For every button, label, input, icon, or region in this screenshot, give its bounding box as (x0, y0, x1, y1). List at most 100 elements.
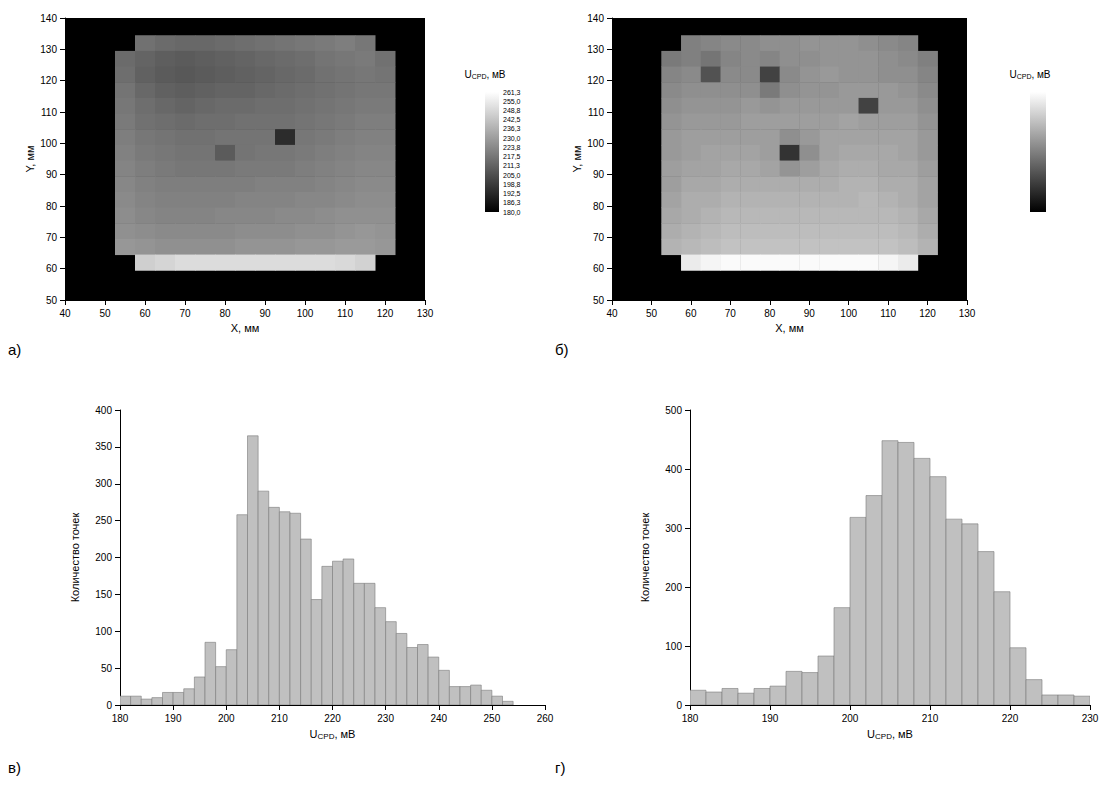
svg-text:50: 50 (646, 308, 658, 319)
svg-text:U: U (1009, 69, 1016, 80)
svg-text:210: 210 (922, 713, 939, 724)
svg-text:U: U (464, 69, 471, 80)
svg-text:205,0: 205,0 (503, 172, 521, 179)
svg-text:110: 110 (41, 107, 57, 118)
svg-text:60: 60 (46, 263, 58, 274)
svg-text:U: U (867, 728, 875, 740)
svg-text:130: 130 (587, 44, 604, 55)
svg-text:100: 100 (840, 308, 857, 319)
svg-text:236,3: 236,3 (503, 125, 521, 132)
svg-text:0: 0 (676, 700, 682, 711)
svg-text:70: 70 (725, 308, 737, 319)
svg-text:260: 260 (537, 713, 554, 724)
svg-text:110: 110 (880, 308, 896, 319)
svg-text:60: 60 (685, 308, 697, 319)
svg-text:220: 220 (1002, 713, 1019, 724)
svg-text:90: 90 (593, 169, 605, 180)
svg-text:50: 50 (46, 295, 58, 306)
svg-text:190: 190 (165, 713, 182, 724)
svg-text:50: 50 (593, 295, 605, 306)
svg-text:180: 180 (682, 713, 699, 724)
svg-text:400: 400 (95, 405, 112, 416)
svg-text:, мВ: , мВ (334, 728, 355, 740)
svg-text:90: 90 (46, 169, 58, 180)
svg-text:180: 180 (112, 713, 129, 724)
svg-text:255,0: 255,0 (503, 98, 521, 105)
svg-text:40: 40 (59, 308, 71, 319)
svg-text:240: 240 (430, 713, 447, 724)
svg-text:60: 60 (593, 263, 605, 274)
svg-text:250: 250 (484, 713, 501, 724)
svg-text:50: 50 (101, 663, 113, 674)
svg-text:90: 90 (259, 308, 271, 319)
svg-text:211,3: 211,3 (503, 162, 520, 169)
svg-text:230,0: 230,0 (503, 135, 521, 142)
svg-text:Количество точек: Количество точек (69, 513, 81, 603)
svg-text:CPD: CPD (472, 73, 487, 80)
svg-text:217,5: 217,5 (503, 153, 521, 160)
svg-text:Y, мм: Y, мм (571, 145, 583, 172)
svg-text:223,8: 223,8 (503, 144, 521, 151)
svg-text:г): г) (555, 759, 565, 776)
svg-text:80: 80 (46, 201, 58, 212)
svg-text:100: 100 (587, 138, 604, 149)
svg-text:248,8: 248,8 (503, 107, 521, 114)
svg-text:а): а) (8, 341, 21, 358)
svg-text:60: 60 (139, 308, 151, 319)
svg-text:190: 190 (762, 713, 779, 724)
svg-text:, мВ: , мВ (1031, 69, 1050, 80)
svg-text:200: 200 (218, 713, 235, 724)
svg-text:70: 70 (179, 308, 191, 319)
svg-text:140: 140 (40, 13, 57, 24)
svg-text:, мВ: , мВ (486, 69, 505, 80)
svg-text:90: 90 (804, 308, 816, 319)
svg-text:80: 80 (593, 201, 605, 212)
svg-text:130: 130 (40, 44, 57, 55)
svg-text:в): в) (8, 759, 21, 776)
svg-text:70: 70 (593, 232, 605, 243)
svg-text:100: 100 (297, 308, 314, 319)
svg-text:180,0: 180,0 (503, 209, 521, 216)
svg-text:242,5: 242,5 (503, 116, 521, 123)
svg-text:186,3: 186,3 (503, 199, 521, 206)
svg-text:300: 300 (95, 478, 112, 489)
svg-text:130: 130 (959, 308, 976, 319)
svg-text:350: 350 (95, 441, 112, 452)
svg-text:230: 230 (1082, 713, 1099, 724)
svg-text:CPD: CPD (318, 732, 335, 741)
svg-text:192,5: 192,5 (503, 190, 521, 197)
svg-text:220: 220 (324, 713, 341, 724)
svg-text:100: 100 (95, 626, 112, 637)
svg-text:120: 120 (377, 308, 394, 319)
svg-text:210: 210 (271, 713, 288, 724)
svg-text:, мВ: , мВ (892, 728, 913, 740)
svg-text:120: 120 (40, 75, 57, 86)
svg-text:X, мм: X, мм (775, 322, 804, 334)
svg-text:40: 40 (606, 308, 618, 319)
svg-text:400: 400 (665, 464, 682, 475)
svg-text:500: 500 (665, 405, 682, 416)
svg-text:100: 100 (40, 138, 57, 149)
svg-text:б): б) (555, 341, 569, 358)
svg-text:200: 200 (665, 582, 682, 593)
svg-text:200: 200 (842, 713, 859, 724)
svg-text:Y, мм: Y, мм (24, 145, 36, 172)
svg-text:120: 120 (919, 308, 936, 319)
svg-text:198,8: 198,8 (503, 181, 521, 188)
svg-text:261,3: 261,3 (503, 89, 521, 96)
svg-text:130: 130 (417, 308, 434, 319)
svg-text:U: U (310, 728, 318, 740)
svg-text:100: 100 (665, 641, 682, 652)
svg-text:120: 120 (587, 75, 604, 86)
svg-text:50: 50 (99, 308, 111, 319)
svg-text:CPD: CPD (1017, 73, 1032, 80)
svg-text:300: 300 (665, 523, 682, 534)
svg-text:110: 110 (337, 308, 353, 319)
svg-text:250: 250 (95, 515, 112, 526)
svg-text:Количество точек: Количество точек (639, 513, 651, 603)
svg-text:80: 80 (219, 308, 231, 319)
svg-text:80: 80 (764, 308, 776, 319)
svg-text:X, мм: X, мм (231, 322, 260, 334)
svg-text:70: 70 (46, 232, 58, 243)
svg-text:150: 150 (95, 589, 112, 600)
